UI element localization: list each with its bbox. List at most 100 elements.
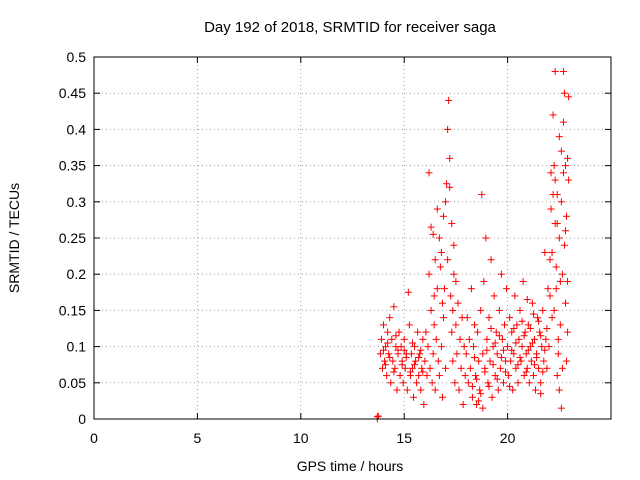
chart-title: Day 192 of 2018, SRMTID for receiver sag… [204,19,496,36]
data-point [528,339,536,347]
data-point [499,379,507,387]
data-point [537,390,545,398]
data-point [427,223,435,231]
data-point [419,368,427,376]
data-point [429,230,437,238]
data-point [506,382,514,390]
data-point [491,339,499,347]
data-point [386,353,394,361]
grid-lines [94,57,611,419]
data-point [419,335,427,343]
data-point [521,328,529,336]
data-point [557,147,565,155]
data-point [523,296,531,304]
data-point [376,350,384,358]
data-point [564,328,572,336]
data-point [439,314,447,322]
data-point [505,372,513,380]
data-point [472,372,480,380]
data-point [448,220,456,228]
data-point [414,328,422,336]
data-point [411,361,419,369]
data-point [562,299,570,307]
data-point [494,386,502,394]
data-point [517,357,525,365]
data-point [524,321,532,329]
data-point [417,346,425,354]
data-point [504,343,512,351]
x-tick-label: 5 [194,430,202,446]
y-axis-label: SRMTID / TECUs [6,183,22,293]
data-point [543,325,551,332]
data-point [560,89,568,97]
data-point [437,248,445,256]
data-point [502,368,510,376]
data-point [529,372,537,380]
data-point [547,169,555,177]
data-point [563,357,571,365]
data-point [384,328,392,336]
data-point [407,350,415,358]
data-point [483,335,491,343]
data-point [541,346,549,354]
data-point [526,325,534,332]
data-point [549,191,557,199]
x-tick-label: 0 [90,430,98,446]
data-point [487,325,495,332]
data-point [455,386,463,394]
data-point [496,364,504,372]
data-point [403,386,411,394]
data-point [380,321,388,329]
data-point [443,180,451,188]
data-point [422,328,430,336]
data-point [497,270,505,278]
data-point [465,335,473,343]
x-tick-label: 20 [500,430,516,446]
data-point [512,339,520,347]
data-point [425,270,433,278]
data-point [415,353,423,361]
data-point [430,321,438,329]
data-point [451,379,459,387]
data-point [464,379,472,387]
data-point [442,364,450,372]
data-point [476,386,484,394]
data-point [398,361,406,369]
data-point [506,314,514,322]
x-tick-label: 10 [293,430,309,446]
data-point [560,241,568,249]
y-axis: 0 0.05 0.1 0.15 0.2 0.25 0.3 0.35 0.4 0.45 0.5 [59,49,611,427]
data-point [393,386,401,394]
data-point [529,310,537,318]
data-point [441,285,449,293]
data-point [410,393,418,401]
data-point [539,368,547,376]
data-point [394,346,402,354]
data-point [388,335,396,343]
data-point [452,321,460,329]
data-point [547,205,555,213]
data-point [431,256,439,264]
data-point [446,154,454,162]
data-point [532,386,540,394]
data-point [418,364,426,372]
data-point [461,372,469,380]
data-point [546,292,554,300]
data-point [493,350,501,358]
data-point [402,353,410,361]
data-point [492,328,500,336]
data-point [423,372,431,380]
data-point [538,343,546,351]
data-point [399,379,407,387]
data-point [429,350,437,358]
data-point [552,263,560,271]
data-point [457,364,465,372]
data-point [475,397,483,405]
data-point [548,248,556,256]
data-point [558,364,566,372]
data-point [485,314,493,322]
data-point [516,353,524,361]
data-point [439,212,447,220]
data-point [400,346,408,354]
data-point [534,314,542,322]
